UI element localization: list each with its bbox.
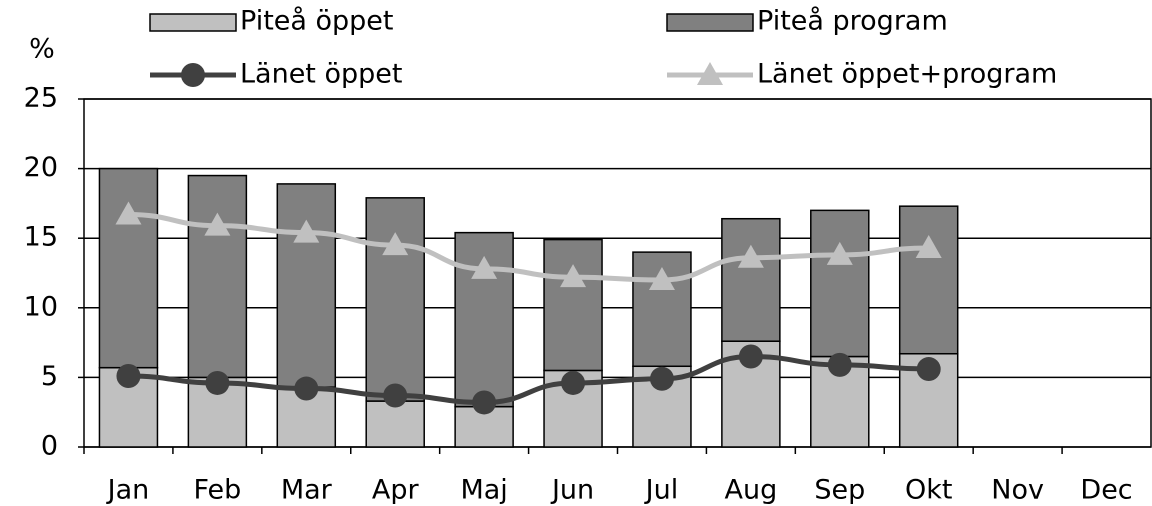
x-tick-label: Okt xyxy=(905,475,952,506)
bar xyxy=(276,183,337,388)
bar xyxy=(98,167,159,369)
line-marker xyxy=(472,390,497,415)
line-marker xyxy=(116,364,141,389)
bar xyxy=(898,205,959,355)
x-tick-label: Sep xyxy=(814,475,865,506)
bar xyxy=(721,217,781,342)
line-marker xyxy=(204,212,231,236)
legend-label: Länet öppet+program xyxy=(757,59,1057,90)
legend-label: Piteå öppet xyxy=(240,6,394,37)
x-tick-label: Dec xyxy=(1080,475,1132,506)
bar xyxy=(543,238,603,372)
line-marker xyxy=(738,344,763,369)
x-tick-label: Jun xyxy=(550,475,594,506)
bar xyxy=(187,174,248,379)
x-tick-label: Mar xyxy=(281,475,333,506)
x-tick-label: Apr xyxy=(372,475,420,506)
line-marker xyxy=(382,232,409,256)
x-tick-label: Nov xyxy=(991,475,1044,506)
line-marker xyxy=(827,352,852,377)
y-tick-label: 25 xyxy=(24,83,58,114)
line-marker xyxy=(697,62,723,85)
legend-label: Piteå program xyxy=(757,6,948,37)
line-marker xyxy=(561,370,586,395)
x-tick-label: Aug xyxy=(725,475,778,506)
line-marker xyxy=(737,244,764,268)
x-tick-label: Feb xyxy=(193,475,241,506)
x-tick-label: Jan xyxy=(106,475,150,506)
y-tick-label: 10 xyxy=(24,291,58,322)
line-marker xyxy=(916,357,941,382)
line-marker xyxy=(826,241,853,265)
line-marker xyxy=(383,383,408,408)
line-marker xyxy=(205,370,230,395)
legend-swatch xyxy=(149,13,237,32)
bar xyxy=(365,400,425,448)
legend-label: Länet öppet xyxy=(240,59,402,90)
line-marker xyxy=(560,264,587,288)
legend-swatch xyxy=(666,13,754,32)
line-marker xyxy=(471,255,498,279)
line xyxy=(128,212,929,283)
line-marker xyxy=(181,63,205,87)
y-tick-label: 20 xyxy=(24,152,58,183)
x-tick-label: Maj xyxy=(460,475,507,506)
line-marker xyxy=(294,376,319,401)
line-marker xyxy=(115,201,142,225)
y-tick-label: 0 xyxy=(41,431,58,462)
y-tick-label: 15 xyxy=(24,222,58,253)
line-marker xyxy=(648,266,675,290)
x-tick-label: Jul xyxy=(644,475,679,506)
line-marker xyxy=(649,366,674,391)
bar xyxy=(810,209,870,358)
y-axis-label: % xyxy=(29,34,55,65)
line xyxy=(128,354,929,405)
line-marker xyxy=(915,234,942,258)
bar xyxy=(365,197,425,402)
y-tick-label: 5 xyxy=(41,361,58,392)
line-marker xyxy=(293,219,320,243)
